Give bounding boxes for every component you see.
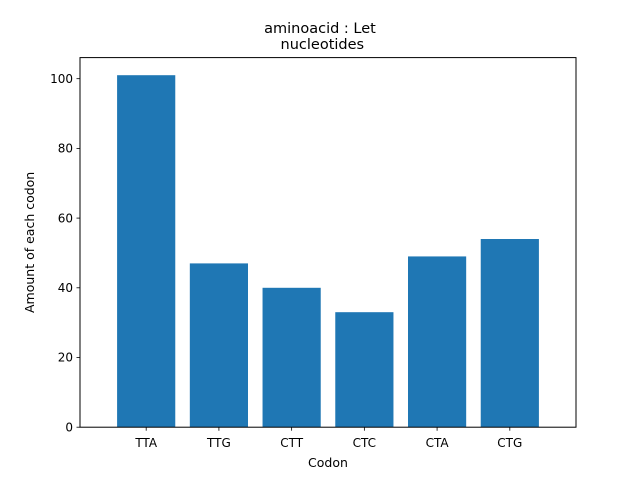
chart-title: aminoacid : Let nucleotides [264, 21, 376, 53]
plot-frame [79, 57, 577, 428]
bar-ctc [335, 312, 394, 428]
x-tick-label: CTC [353, 436, 376, 450]
bar-ctg [480, 239, 539, 428]
y-axis-ticks: 0 20 40 60 80 100 [50, 72, 80, 434]
bar-cta [408, 256, 467, 428]
chart-title-line-1: aminoacid : Let [264, 21, 376, 37]
bar-ttg [189, 263, 248, 428]
y-tick-label: 0 [65, 420, 73, 434]
chart-title-line-2: nucleotides [276, 37, 364, 53]
x-tick-label: CTG [497, 436, 522, 450]
bars-group [117, 75, 539, 428]
x-tick-label: CTA [426, 436, 450, 450]
y-axis-label: Amount of each codon [22, 172, 37, 313]
x-axis-ticks: TTA TTG CTT CTC CTA CTG [134, 427, 522, 450]
y-tick-label: 80 [58, 142, 73, 156]
x-axis-label: Codon [308, 455, 348, 470]
x-tick-label: TTG [206, 436, 231, 450]
y-tick-label: 40 [58, 281, 73, 295]
y-tick-label: 20 [58, 351, 73, 365]
y-tick-label: 60 [58, 211, 73, 225]
x-tick-label: TTA [134, 436, 158, 450]
bar-ctt [262, 287, 321, 428]
y-tick-label: 100 [50, 72, 73, 86]
bar-tta [117, 75, 176, 428]
x-tick-label: CTT [280, 436, 303, 450]
